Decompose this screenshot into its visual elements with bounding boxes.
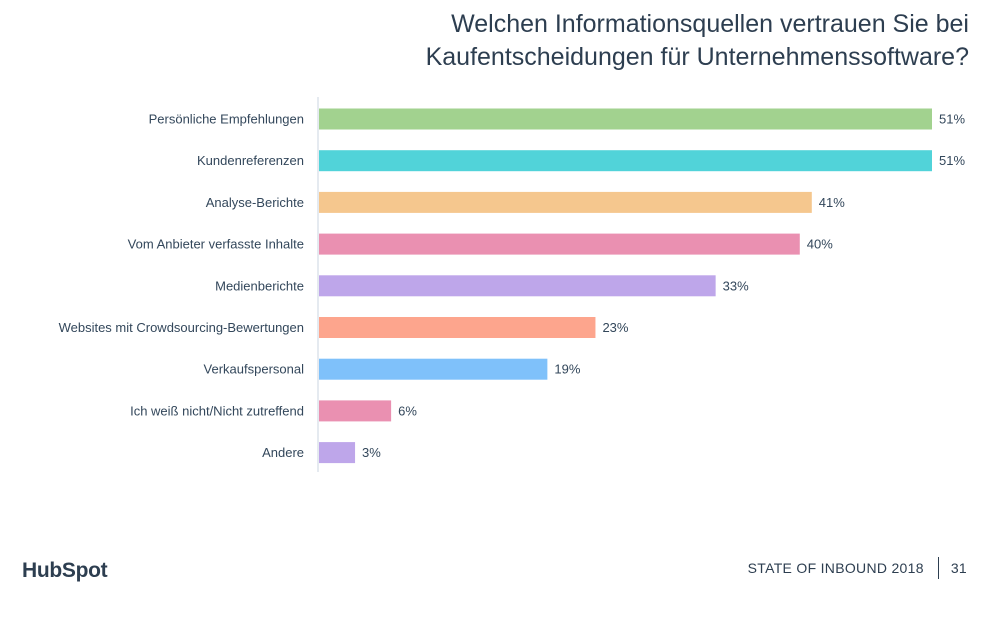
category-label: Ich weiß nicht/Nicht zutreffend	[130, 403, 304, 418]
value-label: 3%	[362, 445, 381, 460]
chart-title-line-1: Welchen Informationsquellen vertrauen Si…	[451, 10, 969, 38]
bar	[319, 442, 356, 464]
bar	[319, 317, 596, 338]
value-label: 40%	[807, 237, 833, 252]
bar	[319, 150, 932, 172]
value-label: 23%	[602, 320, 628, 335]
category-label: Persönliche Empfehlungen	[149, 112, 304, 127]
category-label: Medienberichte	[215, 278, 304, 293]
report-name: STATE OF INBOUND 2018	[747, 560, 924, 576]
chart-title-line-2: Kaufentscheidungen für Unternehmenssoftw…	[425, 43, 969, 71]
value-label: 6%	[398, 403, 417, 418]
category-label: Kundenreferenzen	[197, 153, 304, 168]
bar	[319, 233, 800, 255]
bar	[319, 400, 392, 422]
value-label: 51%	[939, 153, 965, 168]
footer: STATE OF INBOUND 2018 31	[748, 557, 967, 579]
category-label: Andere	[262, 445, 304, 460]
category-label: Verkaufspersonal	[204, 362, 305, 377]
value-label: 41%	[819, 195, 845, 210]
bar	[319, 108, 932, 130]
hubspot-logo: HubSpot	[22, 559, 108, 582]
value-label: 19%	[554, 362, 580, 377]
category-label: Analyse-Berichte	[206, 195, 304, 210]
value-label: 33%	[723, 278, 749, 293]
category-label: Vom Anbieter verfasste Inhalte	[128, 237, 304, 252]
bar	[319, 275, 716, 297]
bar	[319, 191, 812, 213]
bar	[319, 358, 548, 380]
category-label: Websites mit Crowdsourcing-Bewertungen	[59, 320, 304, 335]
value-label: 51%	[939, 112, 965, 127]
page-number: 31	[950, 560, 967, 576]
chart-title: Welchen Informationsquellen vertrauen Si…	[269, 8, 969, 74]
footer-divider	[937, 557, 939, 579]
